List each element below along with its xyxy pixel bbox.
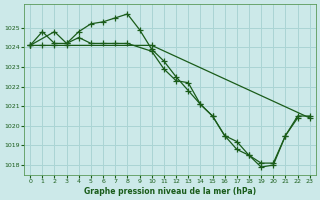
X-axis label: Graphe pression niveau de la mer (hPa): Graphe pression niveau de la mer (hPa) [84, 187, 256, 196]
